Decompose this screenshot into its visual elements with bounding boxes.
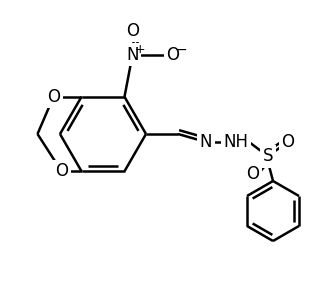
Text: N: N (200, 133, 212, 151)
Text: O: O (47, 88, 60, 106)
Text: N: N (126, 46, 139, 64)
Text: O: O (126, 22, 139, 40)
Text: S: S (263, 147, 273, 165)
Text: −: − (176, 43, 187, 57)
Text: NH: NH (223, 133, 248, 151)
Text: O: O (166, 46, 179, 64)
Text: O: O (281, 133, 294, 151)
Text: O: O (247, 165, 259, 183)
Text: +: + (134, 43, 145, 56)
Text: O: O (55, 162, 68, 180)
